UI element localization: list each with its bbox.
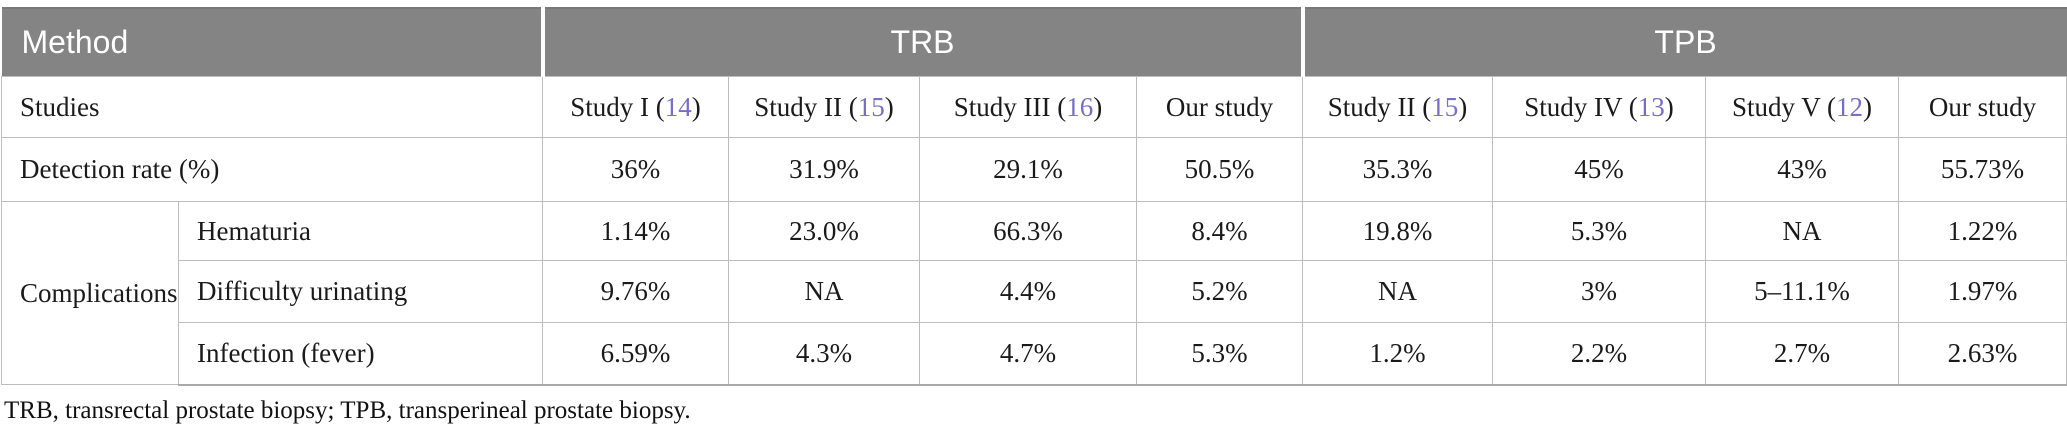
complication-value-cell: 3% <box>1492 260 1707 323</box>
detection-rate-row: Detection rate (%) 36% 31.9% 29.1% 50.5%… <box>0 137 2067 202</box>
study-header-cell: Study IV (13) <box>1492 76 1707 138</box>
complication-value-cell: NA <box>728 260 921 323</box>
study-header-cell: Study II (15) <box>1302 76 1494 138</box>
complication-value-cell: 5.3% <box>1492 201 1707 261</box>
detection-value-cell: 50.5% <box>1136 137 1304 202</box>
study-name-suffix: ) <box>1664 91 1674 122</box>
complication-value-cell: 1.22% <box>1898 201 2067 261</box>
complications-label: Complications <box>1 201 179 385</box>
complication-type-label: Infection (fever) <box>177 322 544 386</box>
detection-value-cell: 36% <box>542 137 730 202</box>
study-name-suffix: ) <box>1863 91 1873 122</box>
complication-value-cell: 2.7% <box>1705 322 1900 386</box>
complication-value-cell: NA <box>1705 201 1900 261</box>
study-name: Our study <box>1165 91 1274 122</box>
study-name-suffix: ) <box>1458 91 1468 122</box>
complication-value-cell: 5.2% <box>1136 260 1304 323</box>
study-header-cell: Our study <box>1136 76 1304 138</box>
study-name: Study IV ( <box>1524 91 1638 122</box>
difficulty-urinating-row: Difficulty urinating 9.76% NA 4.4% 5.2% … <box>2 260 2067 323</box>
complication-value-cell: 4.3% <box>728 322 921 386</box>
method-group-header-row: Method TRB TPB <box>1 7 2067 77</box>
complication-value-cell: 8.4% <box>1136 201 1304 261</box>
citation-ref-link[interactable]: 13 <box>1637 91 1665 122</box>
studies-row: Studies Study I (14) Study II (15) Study… <box>0 76 2067 138</box>
trb-group-header-cell: TRB <box>540 7 1303 77</box>
study-name: Study II ( <box>1327 91 1432 122</box>
complication-value-cell: 1.97% <box>1898 260 2067 323</box>
study-header-cell: Study I (14) <box>542 76 730 138</box>
citation-ref-link[interactable]: 15 <box>1431 91 1459 122</box>
complication-value-cell: 5.3% <box>1136 322 1304 386</box>
detection-value-cell: 31.9% <box>728 137 921 202</box>
complication-value-cell: 66.3% <box>919 201 1138 261</box>
hematuria-row: Complications Hematuria 1.14% 23.0% 66.3… <box>1 201 2067 385</box>
studies-row-label: Studies <box>0 76 544 138</box>
detection-value-cell: 43% <box>1705 137 1900 202</box>
citation-ref-link[interactable]: 16 <box>1066 91 1094 122</box>
biopsy-comparison-table: Method TRB TPB Studies Study I (14) Stud… <box>0 7 2067 386</box>
study-header-cell: Study V (12) <box>1705 76 1900 138</box>
complication-type-label: Hematuria <box>177 201 544 261</box>
complication-value-cell: NA <box>1302 260 1494 323</box>
study-name-suffix: ) <box>1093 91 1103 122</box>
citation-ref-link[interactable]: 14 <box>664 91 692 122</box>
complication-value-cell: 2.63% <box>1898 322 2067 386</box>
detection-value-cell: 35.3% <box>1302 137 1494 202</box>
detection-value-cell: 45% <box>1492 137 1707 202</box>
complication-value-cell: 6.59% <box>542 322 730 386</box>
study-name-suffix: ) <box>691 91 701 122</box>
citation-ref-link[interactable]: 15 <box>857 91 885 122</box>
complication-value-cell: 2.2% <box>1492 322 1707 386</box>
complication-value-cell: 19.8% <box>1302 201 1494 261</box>
complication-value-cell: 9.76% <box>542 260 730 323</box>
study-name: Study V ( <box>1731 91 1837 122</box>
infection-fever-row: Infection (fever) 6.59% 4.3% 4.7% 5.3% 1… <box>2 322 2067 386</box>
complication-value-cell: 23.0% <box>728 201 921 261</box>
detection-value-cell: 29.1% <box>919 137 1138 202</box>
method-header-cell: Method <box>1 7 543 77</box>
table-footnote: TRB, transrectal prostate biopsy; TPB, t… <box>4 396 691 424</box>
study-name-suffix: ) <box>884 91 894 122</box>
study-name: Study I ( <box>570 91 665 122</box>
study-header-cell: Study III (16) <box>919 76 1138 138</box>
complication-value-cell: 1.14% <box>542 201 730 261</box>
complication-value-cell: 5–11.1% <box>1705 260 1900 323</box>
study-header-cell: Our study <box>1898 76 2067 138</box>
study-header-cell: Study II (15) <box>728 76 921 138</box>
tpb-group-header-cell: TPB <box>1300 7 2067 77</box>
complication-value-cell: 4.4% <box>919 260 1138 323</box>
complication-value-cell: 1.2% <box>1302 322 1494 386</box>
complication-value-cell: 4.7% <box>919 322 1138 386</box>
detection-rate-label: Detection rate (%) <box>0 137 544 202</box>
study-name: Study II ( <box>754 91 858 122</box>
study-name: Our study <box>1928 91 2037 122</box>
citation-ref-link[interactable]: 12 <box>1836 91 1864 122</box>
study-name: Study III ( <box>953 91 1067 122</box>
complication-type-label: Difficulty urinating <box>177 260 544 323</box>
detection-value-cell: 55.73% <box>1898 137 2067 202</box>
